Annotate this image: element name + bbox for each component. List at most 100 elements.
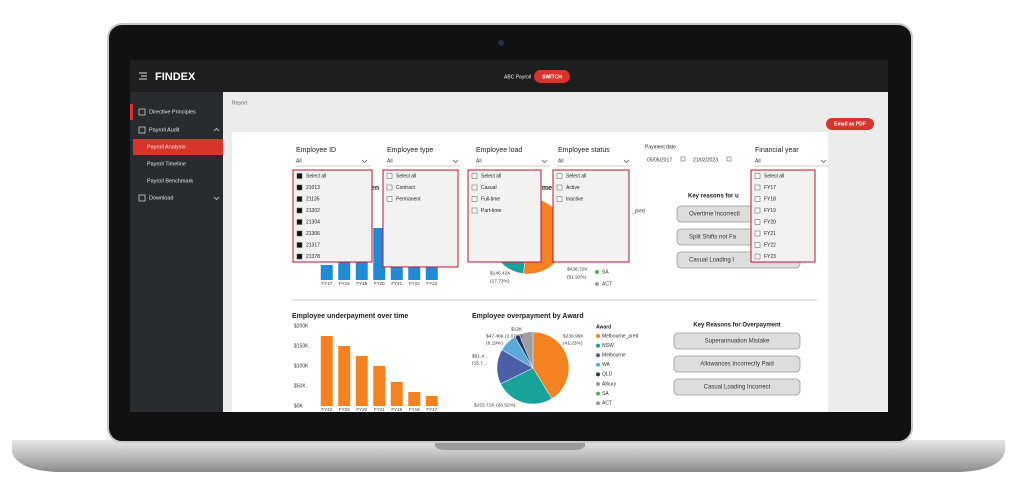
checkbox[interactable] <box>754 207 761 214</box>
checkbox[interactable] <box>471 196 478 202</box>
menu-item: Directive Principles <box>149 109 196 115</box>
legend-item: ACT <box>602 281 612 287</box>
pie-percent: (41.23%) <box>563 340 583 346</box>
checkbox[interactable] <box>754 242 761 248</box>
checkbox[interactable] <box>471 173 478 179</box>
checkbox[interactable] <box>296 207 303 214</box>
pie-percent: (26.52%) <box>496 402 516 408</box>
checkbox[interactable] <box>754 253 761 260</box>
checkbox[interactable] <box>471 207 478 214</box>
checkbox[interactable] <box>754 219 761 225</box>
switch-label: SWITCH <box>542 74 562 80</box>
chevron[interactable] <box>820 159 827 163</box>
pie-percent: (51.93%) <box>567 274 587 280</box>
chart-title: Employee overpayment by Award <box>472 313 584 320</box>
menu-item: Payroll Timeline <box>147 161 186 167</box>
option-label: 21013 <box>306 185 320 191</box>
camera <box>498 40 504 46</box>
option-label: FY19 <box>764 208 776 214</box>
bar <box>408 392 421 406</box>
checkbox[interactable] <box>296 196 303 202</box>
sidebar-accent <box>130 104 133 120</box>
checkbox[interactable] <box>754 173 761 179</box>
option-label: Select all <box>396 173 416 179</box>
option-label: Contract <box>396 185 416 191</box>
export-button[interactable] <box>826 118 874 130</box>
option-label: FY17 <box>764 185 776 191</box>
checkbox[interactable] <box>471 184 478 191</box>
section-title: Key reasons for u <box>688 194 739 200</box>
option-label: Part-time <box>481 208 502 214</box>
checkbox[interactable] <box>754 196 761 202</box>
chevron[interactable] <box>361 159 368 163</box>
reason-button[interactable] <box>673 355 801 373</box>
brand: FINDEX <box>155 71 196 83</box>
export-label: Email as PDF <box>834 121 866 127</box>
pie-amount: $153.71K <box>474 402 495 408</box>
pie-amount: $146.42K <box>490 270 511 276</box>
chart-title: yme <box>538 185 552 192</box>
pie-slice <box>500 367 553 405</box>
checkbox[interactable] <box>386 196 393 202</box>
legend-item: SA <box>602 269 609 275</box>
checkbox[interactable] <box>754 184 761 191</box>
checkbox[interactable] <box>296 253 303 260</box>
checkbox[interactable] <box>556 184 563 191</box>
checkbox[interactable] <box>556 173 563 179</box>
bar <box>320 336 333 406</box>
chart-title: Employee underpayment over time <box>292 313 408 320</box>
checkbox[interactable] <box>296 219 303 225</box>
legend-dot <box>596 343 600 348</box>
option-label: Full-time <box>481 196 500 202</box>
pie-amount: $47.46K <box>486 333 505 339</box>
option-label: Select all <box>481 173 501 179</box>
menu-icon <box>138 194 146 202</box>
bar <box>425 265 438 280</box>
checkbox[interactable] <box>386 173 393 179</box>
chevron[interactable] <box>623 159 630 163</box>
checkbox[interactable] <box>386 184 393 191</box>
x-tick-label: FY22 <box>321 407 332 412</box>
bar <box>355 356 368 406</box>
x-tick-label: FY22 <box>409 281 420 286</box>
x-tick-label: FY19 <box>356 281 367 286</box>
bar <box>390 382 403 406</box>
checkbox[interactable] <box>296 184 303 191</box>
dropdown-value: All <box>387 158 393 164</box>
option-label: Select all <box>764 173 784 179</box>
switch-button[interactable] <box>534 70 570 83</box>
legend-item: Melbourne <box>602 353 626 359</box>
x-tick-label: FY17 <box>321 281 332 286</box>
pie-slice <box>532 331 570 400</box>
reason-button[interactable] <box>673 378 801 396</box>
option-label: Active <box>566 185 580 191</box>
pie-percent: (8.19%) <box>486 340 503 346</box>
menu-hit[interactable] <box>133 191 223 205</box>
checkbox[interactable] <box>296 242 303 248</box>
checkbox[interactable] <box>296 230 303 237</box>
filter-label: Employee load <box>476 147 522 154</box>
menu-icon[interactable] <box>139 72 147 80</box>
calendar-icon[interactable] <box>726 156 732 162</box>
chevron[interactable] <box>452 159 459 163</box>
reason-button[interactable] <box>673 332 801 350</box>
reason-label: Allowances Incorrectly Paid <box>700 362 773 368</box>
bar <box>373 366 386 406</box>
y-tick-label: $150K <box>294 343 309 349</box>
checkbox[interactable] <box>556 196 563 202</box>
laptop-base <box>12 440 1005 472</box>
dropdown-value: All <box>755 158 761 164</box>
reason-label: Overtime Incorrectl <box>689 212 740 218</box>
pie-amount: $428.72K <box>567 266 588 272</box>
checkbox[interactable] <box>754 230 761 237</box>
calendar-icon[interactable] <box>680 156 686 162</box>
checkbox[interactable] <box>296 173 303 179</box>
filter-label: Financial year <box>755 147 799 154</box>
bar <box>338 346 351 406</box>
filter-label: Employee type <box>387 147 433 154</box>
chevron[interactable] <box>541 159 548 163</box>
menu-item: Download <box>149 195 173 201</box>
x-tick-label: FY18 <box>409 407 420 412</box>
option-label: Inactive <box>566 196 583 202</box>
